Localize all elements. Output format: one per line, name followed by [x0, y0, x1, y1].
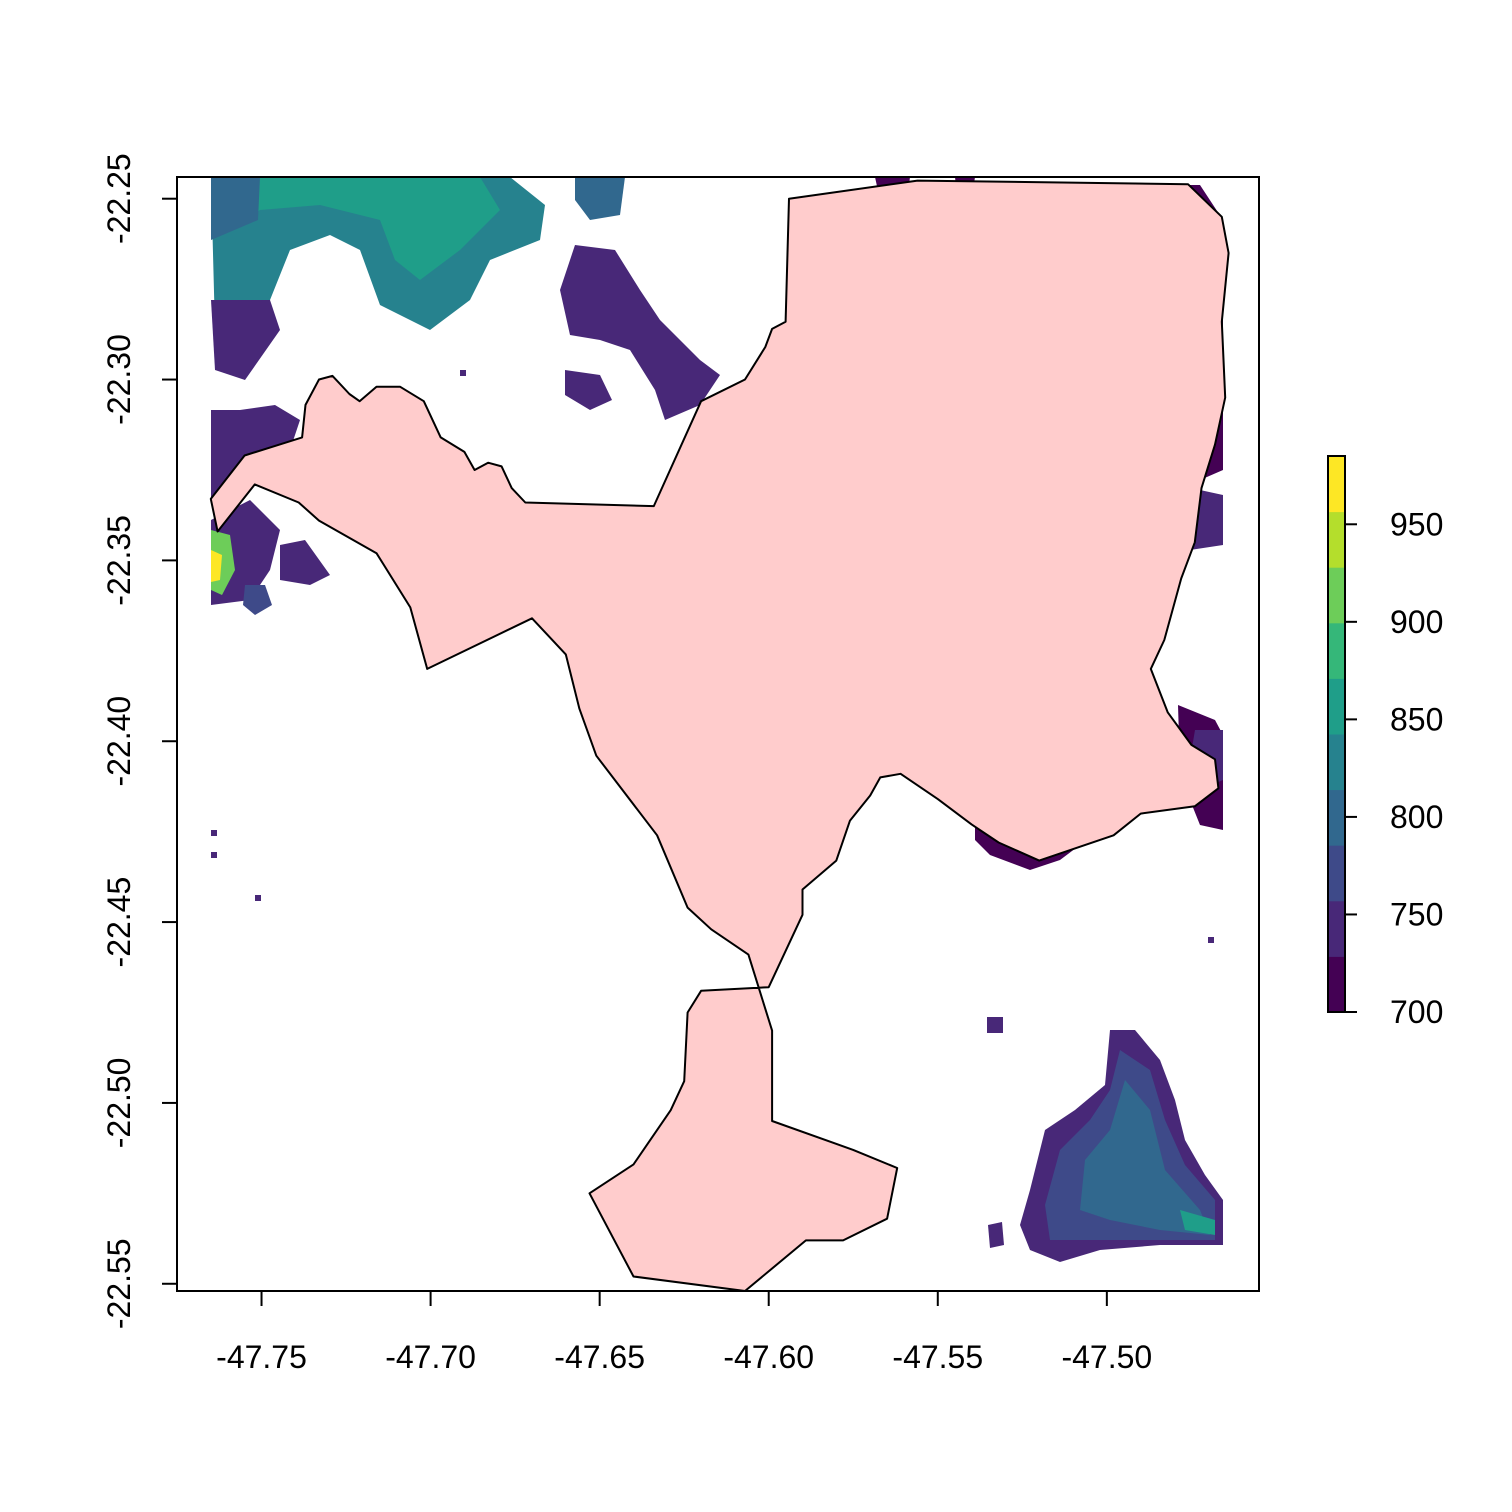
- raster-patch: [211, 550, 222, 582]
- plot-frame: [176, 176, 1260, 1292]
- raster-patch: [560, 245, 720, 420]
- legend-tick-label: 900: [1390, 604, 1443, 640]
- y-tick-label: -22.40: [101, 696, 137, 787]
- x-tick-label: -47.55: [892, 1339, 983, 1375]
- legend-color-bin: [1328, 511, 1345, 568]
- y-tick-label: -22.35: [101, 515, 137, 606]
- raster-patch: [988, 1222, 1004, 1248]
- y-tick-label: -22.25: [101, 153, 137, 244]
- legend-color-bin: [1328, 567, 1345, 624]
- raster-patch: [280, 540, 330, 585]
- x-axis: -47.75 -47.70 -47.65 -47.60 -47.55 -47.50: [216, 1291, 1152, 1375]
- legend-color-bin: [1328, 678, 1345, 735]
- region-polygon: [209, 179, 1230, 1292]
- raster-pixel: [1208, 937, 1214, 943]
- raster-patch: [243, 585, 272, 615]
- x-tick-label: -47.75: [216, 1339, 307, 1375]
- legend-color-bin: [1328, 900, 1345, 957]
- legend-tick-label: 850: [1390, 701, 1443, 737]
- raster-pixel: [255, 895, 261, 901]
- y-tick-label: -22.30: [101, 334, 137, 425]
- x-tick-label: -47.65: [554, 1339, 645, 1375]
- legend-tick-label: 950: [1390, 506, 1443, 542]
- raster-patch: [211, 300, 280, 380]
- raster-pixel: [211, 830, 217, 836]
- y-tick-label: -22.45: [101, 877, 137, 968]
- raster-patch: [1080, 1080, 1210, 1235]
- raster-patch: [575, 177, 625, 220]
- legend-color-bin: [1328, 956, 1345, 1013]
- raster-patch: [987, 1017, 1003, 1033]
- legend-color-bin: [1328, 845, 1345, 902]
- x-tick-label: -47.60: [723, 1339, 814, 1375]
- raster-patch: [211, 177, 260, 240]
- legend-tick-label: 700: [1390, 994, 1443, 1030]
- legend-color-bin: [1328, 456, 1345, 513]
- x-tick-label: -47.50: [1061, 1339, 1152, 1375]
- legend-color-bin: [1328, 622, 1345, 679]
- legend-tick-label: 750: [1390, 896, 1443, 932]
- region-polygon-layer: [209, 179, 1230, 1292]
- legend-tick-label: 800: [1390, 799, 1443, 835]
- raster-patch: [1180, 1210, 1215, 1235]
- y-tick-label: -22.50: [101, 1058, 137, 1149]
- y-tick-label: -22.55: [101, 1238, 137, 1329]
- legend-color-bin: [1328, 789, 1345, 846]
- x-tick-label: -47.70: [385, 1339, 476, 1375]
- raster-patch: [565, 370, 612, 410]
- raster-patch: [220, 177, 500, 280]
- legend-frame: [1327, 455, 1346, 1013]
- y-axis: -22.25 -22.30 -22.35 -22.40 -22.45 -22.50 -22.…: [101, 153, 177, 1329]
- raster-pixel: [460, 370, 466, 376]
- raster-pixel: [211, 852, 217, 858]
- legend-color-bin: [1328, 734, 1345, 791]
- elevation-legend: 700 750 800 850 900 950: [1327, 455, 1443, 1030]
